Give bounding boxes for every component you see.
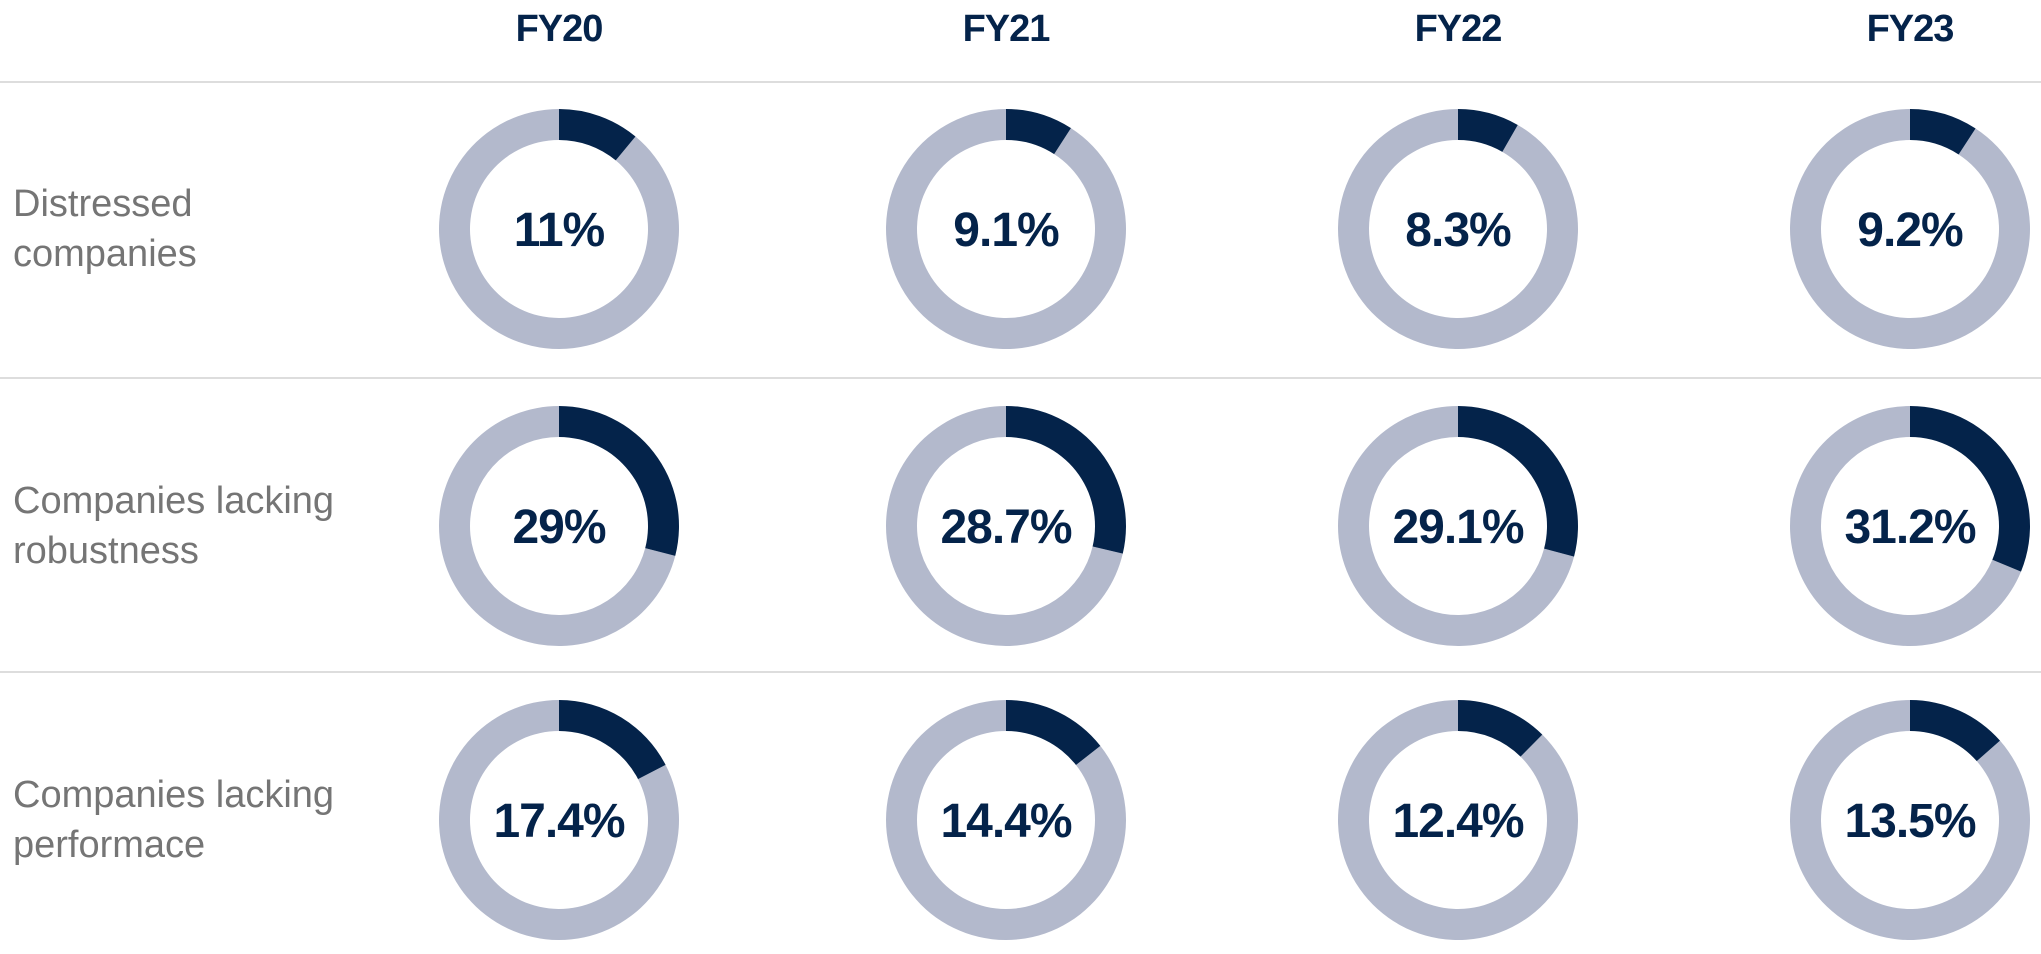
donut-value-segment [1006, 700, 1101, 766]
donut-value-label: 11% [514, 204, 605, 257]
donut-value-segment [1458, 109, 1518, 152]
donut-value-label: 9.2% [1857, 204, 1963, 257]
donut-distressed-companies-fy22: 8.3% [1338, 109, 1578, 349]
donut-value-label: 17.4% [493, 795, 624, 848]
donut-value-segment [1910, 406, 2031, 572]
donut-value-segment [559, 406, 679, 556]
donut-value-segment [1458, 700, 1543, 757]
donut-companies-lacking-performace-fy20: 17.4% [439, 700, 679, 940]
row-label-companies-lacking-robustness: Companies lacking robustness [13, 480, 334, 572]
donut-companies-lacking-robustness-fy23: 31.2% [1790, 406, 2031, 647]
donut-value-label: 13.5% [1844, 795, 1975, 848]
donut-value-label: 28.7% [940, 501, 1071, 554]
donut-value-segment [559, 109, 636, 161]
donut-companies-lacking-performace-fy21: 14.4% [885, 700, 1126, 941]
column-header-fy22: FY22 [1415, 8, 1502, 50]
donut-companies-lacking-robustness-fy22: 29.1% [1338, 406, 1578, 646]
donut-companies-lacking-robustness-fy20: 29% [439, 406, 679, 647]
donut-value-label: 9.1% [953, 204, 1059, 257]
column-header-fy23: FY23 [1867, 8, 1954, 50]
column-header-fy20: FY20 [516, 8, 603, 50]
donut-value-label: 29% [512, 501, 605, 554]
donut-value-label: 29.1% [1392, 501, 1523, 554]
row-label-companies-lacking-performace: Companies lacking performace [13, 774, 334, 866]
donut-value-segment [1910, 109, 1976, 155]
donut-value-label: 12.4% [1392, 795, 1523, 848]
donut-distressed-companies-fy20: 11% [439, 109, 680, 349]
donut-value-label: 8.3% [1405, 204, 1511, 257]
row-label-distressed-companies: Distressed companies [13, 183, 197, 275]
donut-distressed-companies-fy21: 9.1% [886, 109, 1127, 349]
donut-value-segment [1910, 700, 2001, 762]
donut-companies-lacking-performace-fy23: 13.5% [1790, 700, 2031, 941]
donut-value-segment [1006, 109, 1071, 155]
donut-distressed-companies-fy23: 9.2% [1790, 109, 2031, 349]
donut-companies-lacking-robustness-fy21: 28.7% [886, 406, 1127, 646]
donut-value-segment [1006, 406, 1127, 554]
donut-companies-lacking-performace-fy22: 12.4% [1338, 700, 1578, 940]
donut-value-label: 31.2% [1844, 501, 1975, 554]
column-header-fy21: FY21 [963, 8, 1051, 50]
donut-value-label: 14.4% [940, 795, 1071, 848]
donut-value-segment [559, 700, 666, 780]
donut-value-segment [1458, 406, 1578, 557]
